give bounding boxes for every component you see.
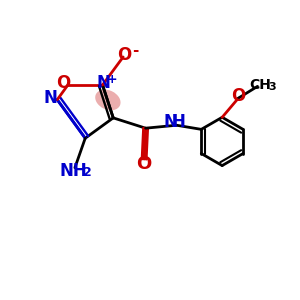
Text: NH: NH	[60, 162, 87, 180]
Text: -: -	[132, 43, 139, 58]
Text: N: N	[164, 113, 178, 131]
Text: O: O	[231, 87, 245, 105]
Text: N: N	[44, 89, 58, 107]
Ellipse shape	[95, 90, 121, 110]
Text: +: +	[106, 73, 117, 86]
Text: 3: 3	[268, 82, 275, 92]
Text: CH: CH	[250, 78, 272, 92]
Text: O: O	[118, 46, 132, 64]
Text: N: N	[96, 74, 110, 92]
Text: O: O	[56, 74, 70, 92]
Text: H: H	[171, 113, 185, 131]
Text: 2: 2	[83, 166, 92, 179]
Text: O: O	[136, 155, 152, 173]
